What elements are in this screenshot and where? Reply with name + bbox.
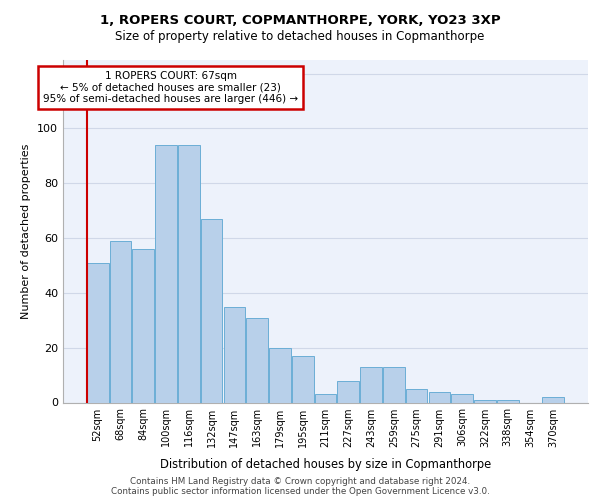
- Bar: [224, 306, 245, 402]
- X-axis label: Distribution of detached houses by size in Copmanthorpe: Distribution of detached houses by size …: [160, 458, 491, 471]
- Bar: [87, 263, 109, 402]
- Bar: [247, 318, 268, 402]
- Bar: [474, 400, 496, 402]
- Bar: [133, 249, 154, 402]
- Bar: [406, 389, 427, 402]
- Text: Size of property relative to detached houses in Copmanthorpe: Size of property relative to detached ho…: [115, 30, 485, 43]
- Bar: [497, 400, 518, 402]
- Bar: [383, 367, 404, 402]
- Bar: [542, 397, 564, 402]
- Bar: [428, 392, 450, 402]
- Bar: [269, 348, 291, 403]
- Bar: [360, 367, 382, 402]
- Bar: [337, 380, 359, 402]
- Text: Contains HM Land Registry data © Crown copyright and database right 2024.
Contai: Contains HM Land Registry data © Crown c…: [110, 476, 490, 496]
- Bar: [155, 145, 177, 403]
- Y-axis label: Number of detached properties: Number of detached properties: [22, 144, 31, 319]
- Bar: [110, 241, 131, 402]
- Bar: [314, 394, 337, 402]
- Text: 1, ROPERS COURT, COPMANTHORPE, YORK, YO23 3XP: 1, ROPERS COURT, COPMANTHORPE, YORK, YO2…: [100, 14, 500, 27]
- Bar: [201, 219, 223, 402]
- Bar: [451, 394, 473, 402]
- Bar: [292, 356, 314, 403]
- Bar: [178, 145, 200, 403]
- Text: 1 ROPERS COURT: 67sqm
← 5% of detached houses are smaller (23)
95% of semi-detac: 1 ROPERS COURT: 67sqm ← 5% of detached h…: [43, 71, 298, 104]
